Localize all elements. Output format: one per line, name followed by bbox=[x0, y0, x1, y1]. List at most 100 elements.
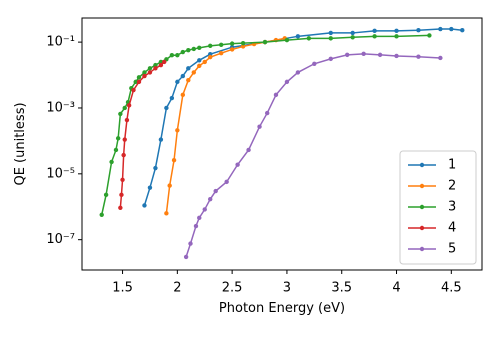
data-point bbox=[372, 34, 377, 39]
data-point bbox=[416, 54, 421, 59]
data-point bbox=[218, 42, 224, 47]
data-point bbox=[197, 63, 202, 69]
data-point bbox=[122, 105, 127, 111]
legend-label: 2 bbox=[448, 179, 456, 194]
data-point bbox=[361, 51, 366, 57]
data-point bbox=[240, 40, 246, 46]
x-tick-label: 3.5 bbox=[331, 281, 352, 296]
data-point bbox=[416, 28, 421, 33]
data-point bbox=[136, 75, 142, 80]
data-point bbox=[136, 79, 142, 85]
data-point bbox=[257, 124, 262, 129]
y-tick-label: 10⁻⁵ bbox=[46, 166, 75, 181]
data-point bbox=[161, 59, 167, 65]
data-point bbox=[312, 61, 317, 66]
x-tick-label: 3 bbox=[283, 281, 291, 296]
plot-frame bbox=[81, 17, 483, 271]
data-point bbox=[175, 128, 180, 133]
x-tick-label: 4.5 bbox=[441, 281, 462, 296]
legend-label: 5 bbox=[448, 242, 456, 257]
data-point bbox=[246, 147, 251, 153]
data-point bbox=[169, 95, 175, 101]
data-point bbox=[147, 185, 153, 190]
data-point bbox=[191, 70, 196, 75]
x-axis-label: Photon Energy (eV) bbox=[219, 301, 345, 316]
data-point bbox=[377, 52, 383, 58]
data-point bbox=[427, 33, 432, 38]
legend-label: 4 bbox=[448, 221, 456, 236]
data-point bbox=[372, 28, 377, 34]
data-point bbox=[103, 192, 109, 198]
data-point bbox=[394, 28, 399, 34]
series-line bbox=[143, 28, 463, 206]
y-tick-label: 10⁻⁷ bbox=[46, 232, 75, 247]
legend-marker bbox=[419, 204, 425, 210]
data-point bbox=[193, 223, 199, 229]
y-axis-label: QE (unitless) bbox=[13, 102, 28, 185]
legend: 1 2 3 4 5 bbox=[399, 150, 477, 265]
data-point bbox=[180, 49, 186, 55]
data-point bbox=[131, 87, 136, 93]
legend-marker bbox=[419, 246, 425, 252]
data-point bbox=[265, 110, 270, 116]
data-point bbox=[109, 159, 114, 165]
series-line bbox=[119, 61, 165, 208]
data-point bbox=[120, 177, 125, 182]
data-point bbox=[119, 192, 124, 198]
data-point bbox=[202, 59, 207, 65]
data-point bbox=[147, 66, 153, 71]
data-point bbox=[175, 53, 180, 58]
data-point bbox=[208, 54, 213, 60]
series-line bbox=[165, 37, 285, 214]
data-point bbox=[164, 105, 169, 111]
legend-marker bbox=[419, 183, 425, 189]
data-point bbox=[167, 183, 172, 188]
data-point bbox=[197, 58, 202, 63]
data-point bbox=[306, 36, 312, 41]
x-tick-label: 1.5 bbox=[112, 281, 133, 296]
data-point bbox=[235, 162, 240, 167]
legend-marker bbox=[419, 225, 425, 231]
data-point bbox=[175, 79, 180, 85]
data-point bbox=[394, 53, 399, 59]
data-point bbox=[284, 37, 290, 43]
data-point bbox=[183, 254, 189, 260]
data-point bbox=[99, 212, 104, 217]
data-point bbox=[180, 73, 186, 79]
data-point bbox=[153, 62, 158, 68]
data-point bbox=[113, 147, 119, 153]
data-point bbox=[118, 205, 123, 210]
data-point bbox=[345, 52, 350, 58]
data-point bbox=[142, 70, 147, 75]
data-point bbox=[328, 36, 333, 41]
x-tick-label: 4 bbox=[392, 281, 400, 296]
data-point bbox=[350, 30, 355, 36]
data-point bbox=[449, 26, 454, 32]
legend-label: 1 bbox=[448, 158, 456, 173]
data-point bbox=[213, 188, 218, 194]
data-point bbox=[191, 46, 196, 52]
data-point bbox=[295, 34, 301, 39]
data-point bbox=[122, 137, 127, 142]
data-point bbox=[273, 92, 279, 98]
data-point bbox=[186, 77, 191, 83]
data-point bbox=[133, 79, 138, 85]
data-point bbox=[124, 117, 130, 123]
data-point bbox=[171, 157, 177, 163]
data-point bbox=[164, 211, 169, 216]
data-point bbox=[118, 111, 123, 117]
data-point bbox=[229, 47, 235, 52]
data-point bbox=[202, 207, 207, 212]
data-point bbox=[208, 43, 213, 49]
data-point bbox=[158, 62, 164, 68]
data-point bbox=[142, 203, 147, 208]
data-point bbox=[438, 55, 443, 61]
data-point bbox=[153, 165, 158, 171]
y-tick-label: 10⁻¹ bbox=[46, 35, 75, 50]
data-point bbox=[328, 56, 333, 62]
data-point bbox=[394, 34, 399, 39]
x-tick-label: 2 bbox=[173, 281, 181, 296]
data-point bbox=[328, 30, 333, 36]
data-point bbox=[180, 92, 186, 98]
